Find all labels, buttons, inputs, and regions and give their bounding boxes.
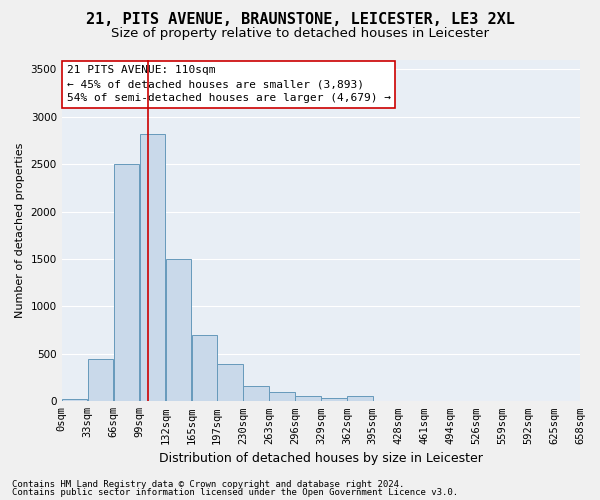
X-axis label: Distribution of detached houses by size in Leicester: Distribution of detached houses by size … <box>159 452 483 465</box>
Text: Contains HM Land Registry data © Crown copyright and database right 2024.: Contains HM Land Registry data © Crown c… <box>12 480 404 489</box>
Text: Contains public sector information licensed under the Open Government Licence v3: Contains public sector information licen… <box>12 488 458 497</box>
Text: 21, PITS AVENUE, BRAUNSTONE, LEICESTER, LE3 2XL: 21, PITS AVENUE, BRAUNSTONE, LEICESTER, … <box>86 12 514 28</box>
Bar <box>269 392 295 402</box>
Bar <box>347 396 373 402</box>
Bar <box>192 335 217 402</box>
Text: Size of property relative to detached houses in Leicester: Size of property relative to detached ho… <box>111 28 489 40</box>
Bar <box>243 386 269 402</box>
Bar <box>62 400 88 402</box>
Bar <box>166 259 191 402</box>
Bar <box>295 396 320 402</box>
Text: 21 PITS AVENUE: 110sqm
← 45% of detached houses are smaller (3,893)
54% of semi-: 21 PITS AVENUE: 110sqm ← 45% of detached… <box>67 65 391 103</box>
Bar <box>88 358 113 402</box>
Bar <box>321 398 347 402</box>
Bar <box>217 364 242 402</box>
Y-axis label: Number of detached properties: Number of detached properties <box>15 143 25 318</box>
Bar <box>140 134 166 402</box>
Bar <box>114 164 139 402</box>
